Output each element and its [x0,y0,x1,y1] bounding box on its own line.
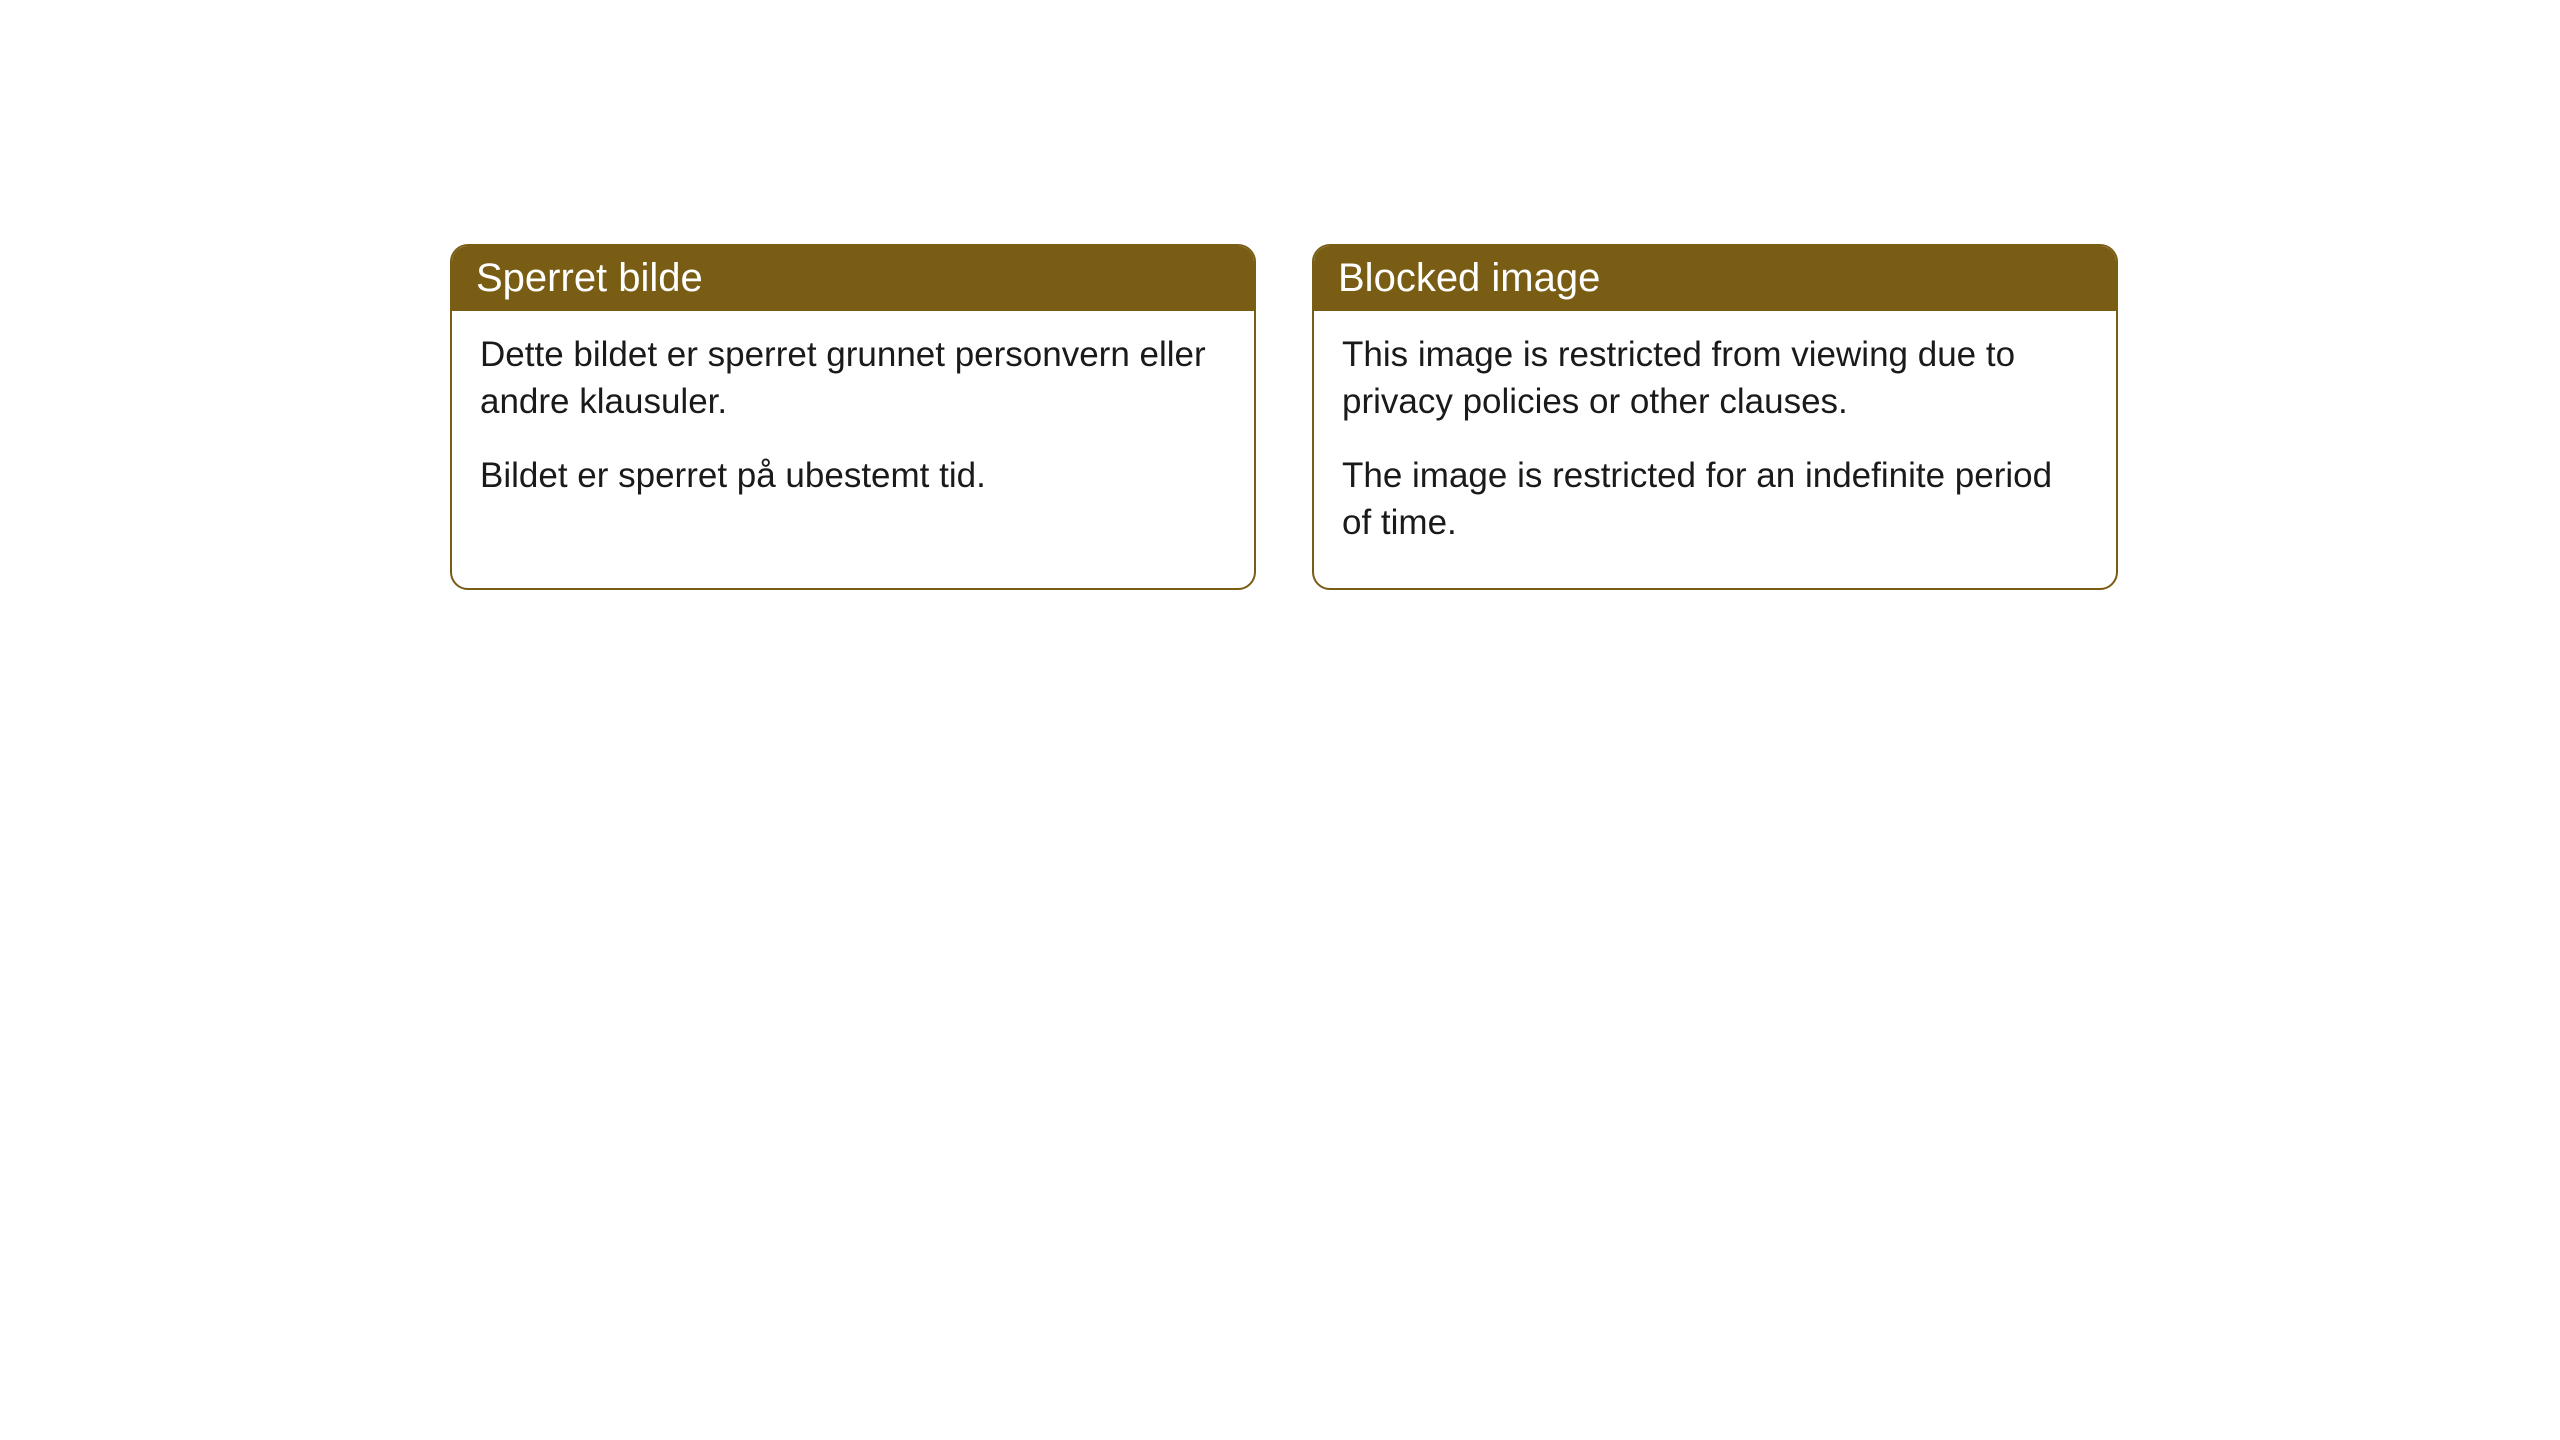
card-paragraph-2: Bildet er sperret på ubestemt tid. [480,452,1226,499]
card-body-norwegian: Dette bildet er sperret grunnet personve… [452,311,1254,541]
card-header-english: Blocked image [1314,246,2116,311]
card-paragraph-2: The image is restricted for an indefinit… [1342,452,2088,547]
card-english: Blocked image This image is restricted f… [1312,244,2118,590]
card-norwegian: Sperret bilde Dette bildet er sperret gr… [450,244,1256,590]
cards-container: Sperret bilde Dette bildet er sperret gr… [450,244,2118,590]
card-paragraph-1: This image is restricted from viewing du… [1342,331,2088,426]
card-paragraph-1: Dette bildet er sperret grunnet personve… [480,331,1226,426]
card-header-norwegian: Sperret bilde [452,246,1254,311]
card-body-english: This image is restricted from viewing du… [1314,311,2116,588]
